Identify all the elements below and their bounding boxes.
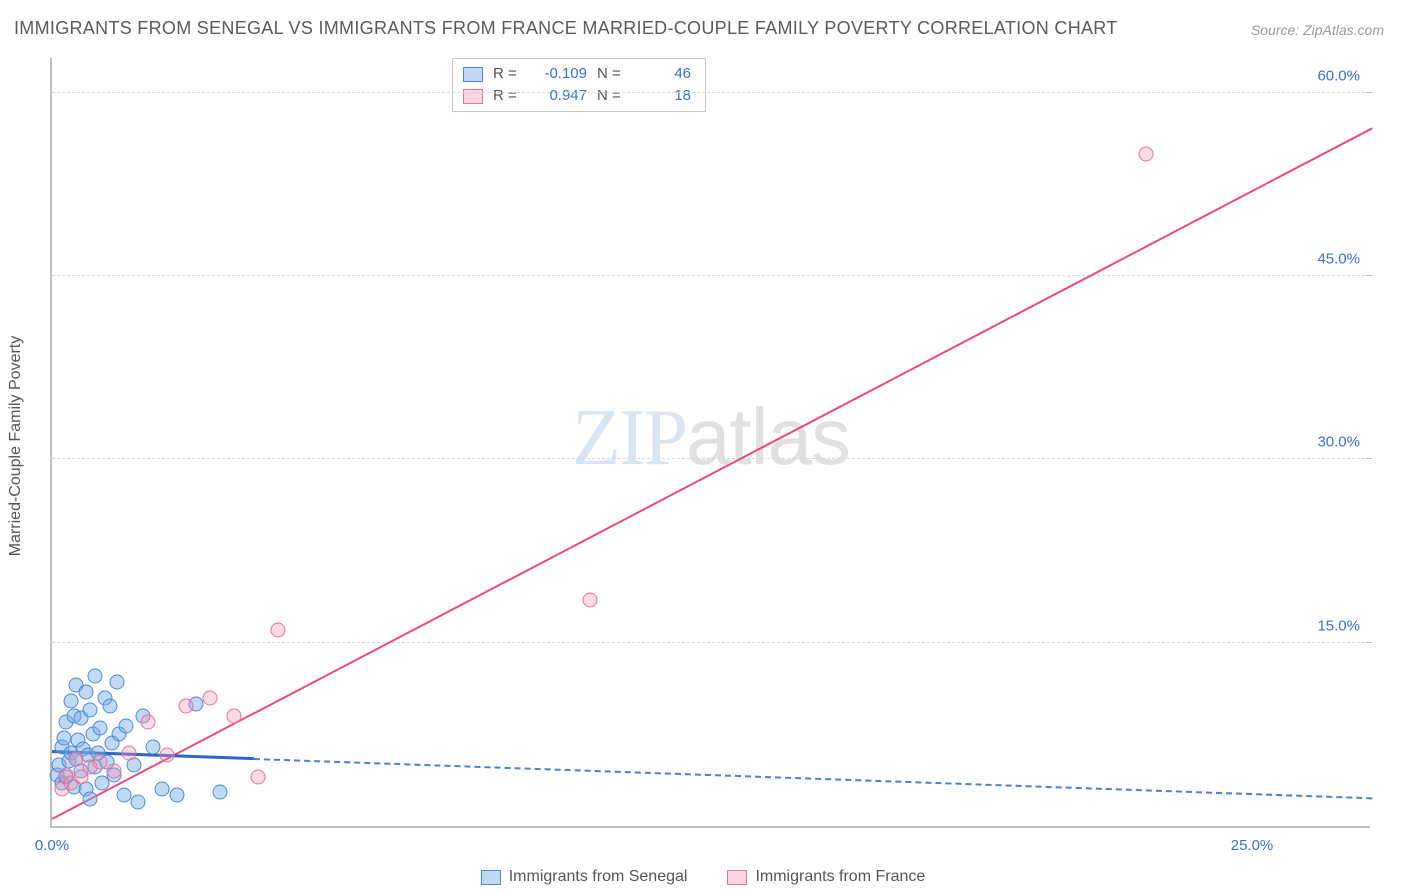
data-point-france <box>227 709 242 724</box>
data-point-senegal <box>109 674 124 689</box>
watermark-atlas: atlas <box>686 392 850 481</box>
data-point-france <box>270 623 285 638</box>
data-point-senegal <box>131 794 146 809</box>
data-point-senegal <box>119 718 134 733</box>
gridline <box>52 92 1370 93</box>
x-tick-label: 0.0% <box>35 837 69 854</box>
data-point-france <box>93 755 108 770</box>
gridline <box>52 275 1370 276</box>
data-point-senegal <box>213 784 228 799</box>
legend-label-france: Immigrants from France <box>755 868 925 886</box>
r-value-france: 0.947 <box>531 85 587 107</box>
legend-item-senegal: Immigrants from Senegal <box>481 868 688 886</box>
trend-line-france <box>52 127 1373 819</box>
n-value-senegal: 46 <box>635 63 691 85</box>
series-legend: Immigrants from Senegal Immigrants from … <box>0 868 1406 886</box>
gridline <box>52 642 1370 643</box>
data-point-france <box>203 690 218 705</box>
scatter-plot-area: ZIPatlas R = -0.109 N = 46 R = 0.947 N =… <box>50 58 1370 828</box>
chart-title: IMMIGRANTS FROM SENEGAL VS IMMIGRANTS FR… <box>14 18 1118 39</box>
n-label: N = <box>597 85 625 107</box>
data-point-france <box>160 748 175 763</box>
data-point-senegal <box>155 782 170 797</box>
source-attribution: Source: ZipAtlas.com <box>1251 22 1384 38</box>
data-point-senegal <box>169 788 184 803</box>
data-point-senegal <box>83 702 98 717</box>
gridline <box>52 458 1370 459</box>
swatch-senegal-icon <box>481 870 501 885</box>
data-point-france <box>107 764 122 779</box>
swatch-senegal-icon <box>463 67 483 82</box>
y-axis-label: Married-Couple Family Poverty <box>7 336 25 557</box>
x-tick-label: 25.0% <box>1231 837 1274 854</box>
y-tick-label: 60.0% <box>1317 67 1360 84</box>
data-point-france <box>121 745 136 760</box>
data-point-senegal <box>83 792 98 807</box>
correlation-legend: R = -0.109 N = 46 R = 0.947 N = 18 <box>452 58 706 112</box>
data-point-senegal <box>88 668 103 683</box>
swatch-france-icon <box>727 870 747 885</box>
watermark: ZIPatlas <box>572 391 850 484</box>
legend-row-senegal: R = -0.109 N = 46 <box>463 63 691 85</box>
data-point-senegal <box>57 731 72 746</box>
r-label: R = <box>493 85 521 107</box>
legend-item-france: Immigrants from France <box>727 868 925 886</box>
y-tick-label: 45.0% <box>1317 251 1360 268</box>
legend-label-senegal: Immigrants from Senegal <box>509 868 688 886</box>
y-tick-label: 15.0% <box>1317 617 1360 634</box>
data-point-senegal <box>145 739 160 754</box>
r-value-senegal: -0.109 <box>531 63 587 85</box>
data-point-france <box>179 699 194 714</box>
data-point-senegal <box>93 721 108 736</box>
n-value-france: 18 <box>635 85 691 107</box>
data-point-senegal <box>117 788 132 803</box>
data-point-france <box>141 715 156 730</box>
legend-row-france: R = 0.947 N = 18 <box>463 85 691 107</box>
data-point-france <box>582 592 597 607</box>
n-label: N = <box>597 63 625 85</box>
data-point-senegal <box>64 694 79 709</box>
y-tick-label: 30.0% <box>1317 434 1360 451</box>
data-point-france <box>1139 146 1154 161</box>
data-point-france <box>251 770 266 785</box>
watermark-zip: ZIP <box>572 394 686 482</box>
data-point-france <box>69 751 84 766</box>
r-label: R = <box>493 63 521 85</box>
data-point-senegal <box>102 699 117 714</box>
trend-line-senegal-dashed <box>254 758 1372 799</box>
data-point-senegal <box>78 684 93 699</box>
